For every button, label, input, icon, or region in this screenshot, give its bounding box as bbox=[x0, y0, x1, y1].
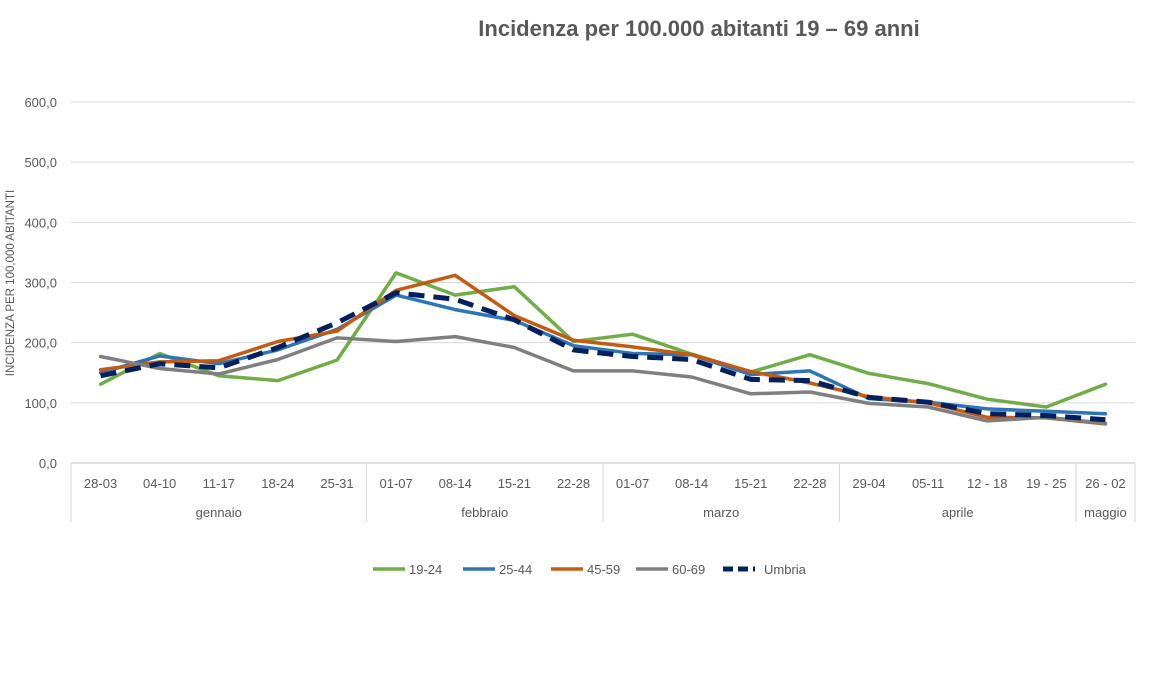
x-tick-label: 28-03 bbox=[84, 476, 117, 491]
chart-title: Incidenza per 100.000 abitanti 19 – 69 a… bbox=[478, 16, 919, 41]
x-tick-label: 15-21 bbox=[498, 476, 531, 491]
x-group-label: febbraio bbox=[461, 505, 508, 520]
x-tick-label: 25-31 bbox=[320, 476, 353, 491]
x-tick-label: 01-07 bbox=[616, 476, 649, 491]
x-tick-label: 11-17 bbox=[203, 476, 235, 491]
x-tick-label: 15-21 bbox=[734, 476, 767, 491]
y-tick-label: 0,0 bbox=[39, 456, 57, 471]
y-axis-label: INCIDENZA PER 100,000 ABITANTI bbox=[5, 190, 17, 376]
y-tick-label: 400,0 bbox=[24, 215, 57, 230]
series-line-45-59 bbox=[98, 273, 1108, 426]
x-group-label: aprile bbox=[942, 505, 974, 520]
legend-label: 60-69 bbox=[672, 562, 705, 577]
x-group-label: marzo bbox=[703, 505, 739, 520]
series-line-19-24 bbox=[98, 271, 1108, 409]
x-tick-label: 12 - 18 bbox=[967, 476, 1007, 491]
x-tick-label: 08-14 bbox=[675, 476, 708, 491]
y-axis: 0,0 100,0 200,0 300,0 400,0 500,0 600,0 bbox=[24, 95, 57, 471]
y-tick-label: 100,0 bbox=[24, 396, 57, 411]
series-line-25-44 bbox=[98, 293, 1108, 416]
x-tick-label: 04-10 bbox=[143, 476, 176, 491]
legend-label: 45-59 bbox=[587, 562, 620, 577]
legend-label: Umbria bbox=[764, 562, 807, 577]
y-tick-label: 600,0 bbox=[24, 95, 57, 110]
legend: 19-24 25-44 45-59 60-69 Umbria bbox=[373, 562, 807, 577]
legend-label: 19-24 bbox=[409, 562, 442, 577]
series-lines bbox=[98, 271, 1108, 426]
x-tick-label: 18-24 bbox=[261, 476, 294, 491]
x-tick-label: 29-04 bbox=[852, 476, 885, 491]
x-axis: 28-03 04-10 11-17 18-24 25-31 01-07 08-14 15-21… bbox=[70, 463, 1136, 522]
series-line-umbria bbox=[100, 290, 1106, 423]
y-tick-label: 500,0 bbox=[24, 155, 57, 170]
legend-label: 25-44 bbox=[499, 562, 532, 577]
series-line-60-69 bbox=[98, 334, 1108, 426]
x-tick-label: 19 - 25 bbox=[1026, 476, 1066, 491]
x-group-label: gennaio bbox=[196, 505, 242, 520]
x-group-label: maggio bbox=[1084, 505, 1127, 520]
x-tick-label: 22-28 bbox=[793, 476, 826, 491]
y-tick-label: 300,0 bbox=[24, 276, 57, 291]
x-tick-label: 22-28 bbox=[557, 476, 590, 491]
x-tick-label: 26 - 02 bbox=[1085, 476, 1125, 491]
x-tick-label: 08-14 bbox=[439, 476, 472, 491]
y-tick-label: 200,0 bbox=[24, 336, 57, 351]
x-tick-label: 05-11 bbox=[912, 476, 944, 491]
x-tick-label: 01-07 bbox=[379, 476, 412, 491]
